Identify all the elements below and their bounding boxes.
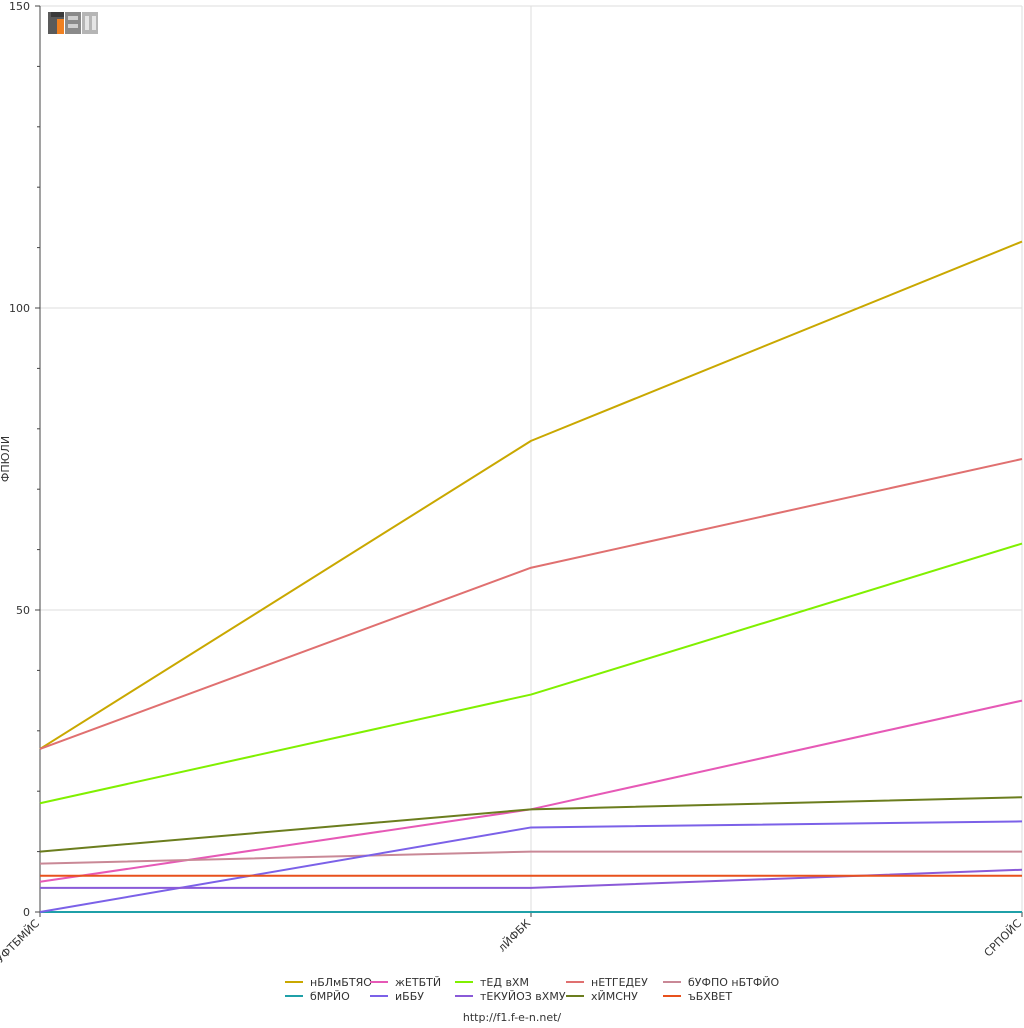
legend-label: ъБХВЕТ <box>688 990 732 1003</box>
series-line-8 <box>39 796 1023 853</box>
legend-label: иББУ <box>395 990 424 1003</box>
y-axis-label: ФПЮЛИ <box>0 436 12 482</box>
y-tick-label: 0 <box>23 906 30 919</box>
y-tick-label: 50 <box>16 604 30 617</box>
x-tick-label: лЙФБК <box>496 917 534 955</box>
x-tick-label: бЧУФТБМЙС <box>0 917 42 976</box>
legend-label: бУФПО нБТФЙО <box>688 976 780 989</box>
footer-url: http://f1.f-e-n.net/ <box>463 1011 562 1024</box>
legend-label: бМРЙО <box>310 990 350 1003</box>
legend-label: нБЛмБТЯО <box>310 976 372 989</box>
y-tick-label: 100 <box>9 302 30 315</box>
x-tick-label: СРПОЙС <box>982 917 1024 960</box>
series-line-3 <box>39 458 1023 750</box>
legend-label: тЕКУЙОЗ вХМУ <box>480 990 566 1003</box>
legend-label: тЕД вХМ <box>480 976 529 989</box>
y-tick-label: 150 <box>9 0 30 13</box>
legend-label: хЙМСНУ <box>591 990 638 1003</box>
legend-label: нЕТГЕДЕУ <box>591 976 648 989</box>
legend-label: жЕТБТЙ <box>395 976 441 989</box>
f1en-logo <box>48 10 100 36</box>
series-line-4 <box>39 850 1022 865</box>
series-line-0 <box>39 240 1023 750</box>
series-line-2 <box>39 542 1023 805</box>
series-line-6 <box>39 820 1023 913</box>
